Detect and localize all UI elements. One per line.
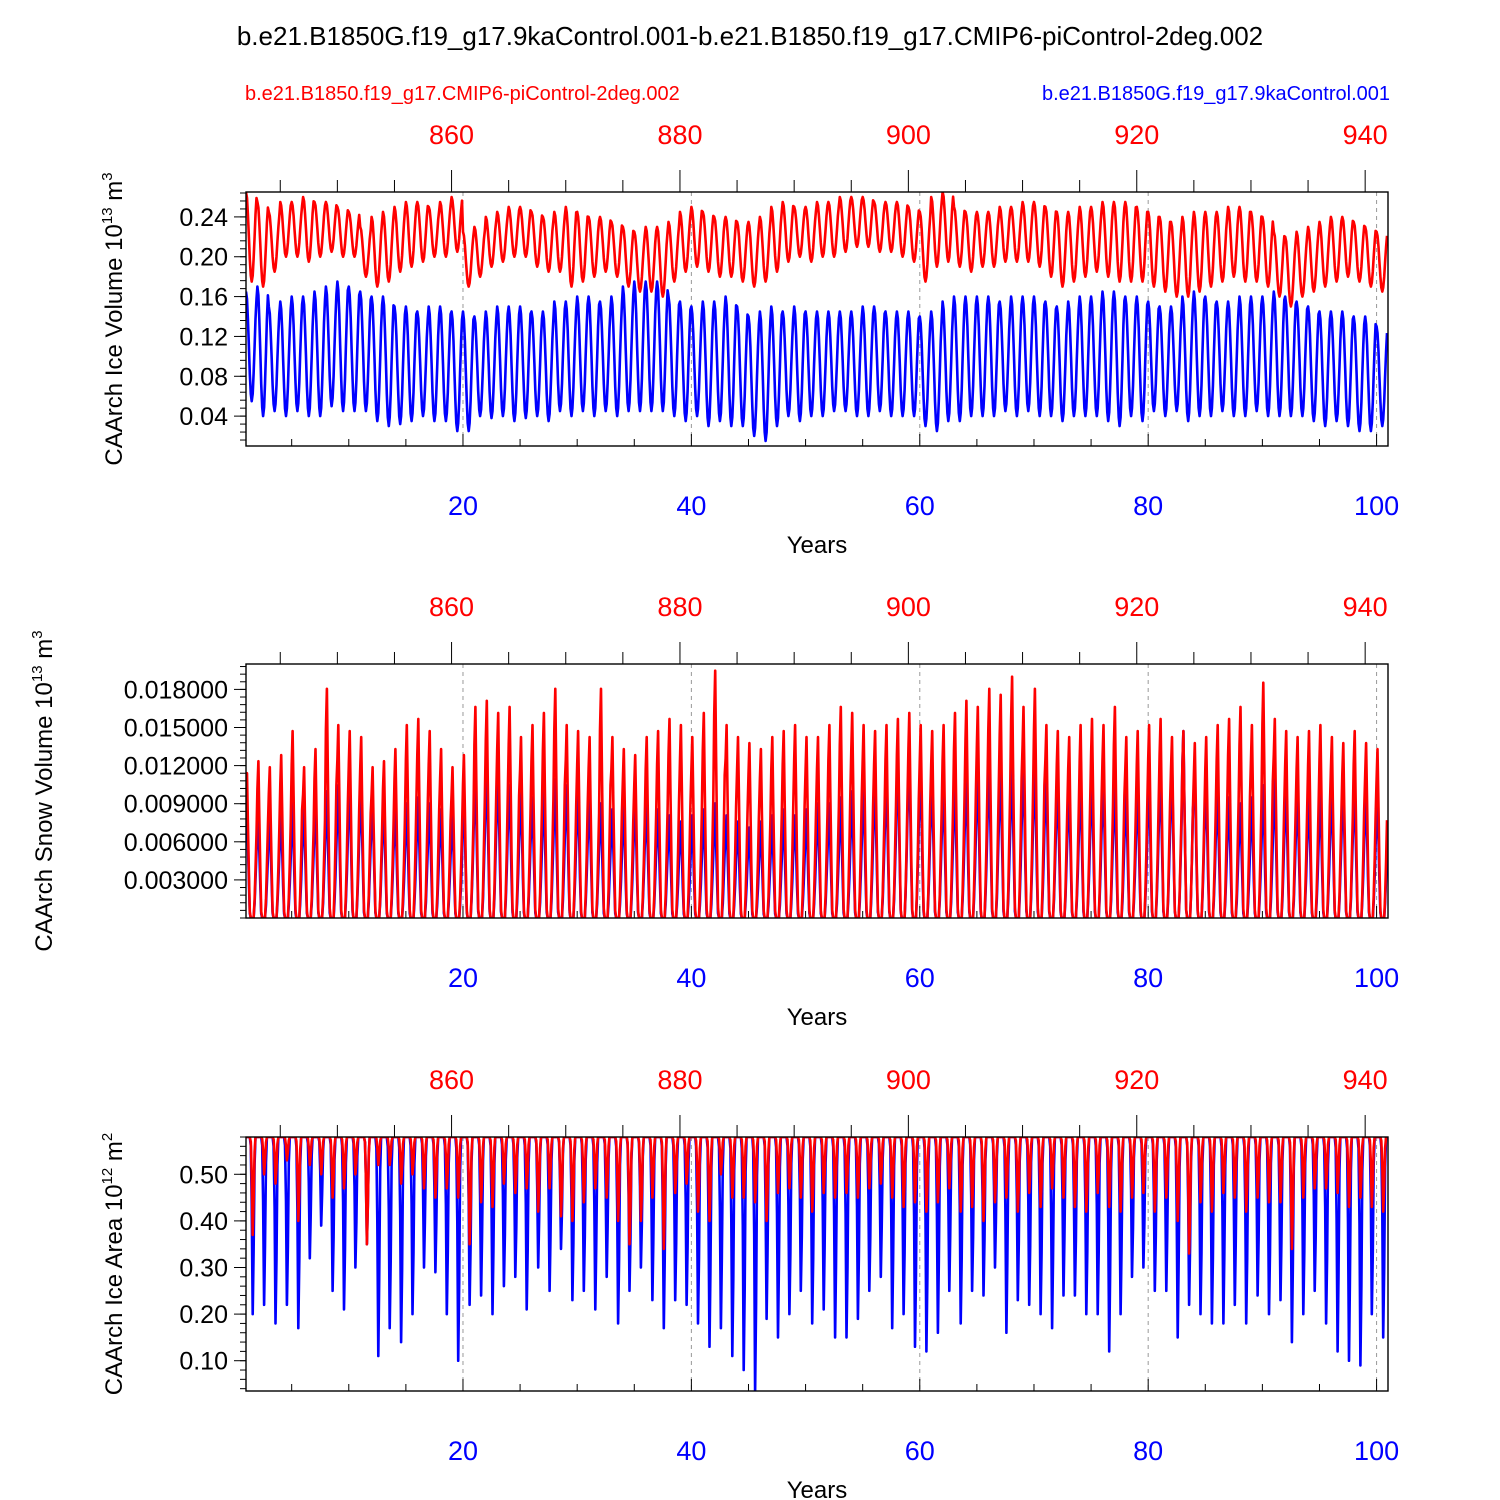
x-tick-label-top: 940 xyxy=(1343,1065,1388,1095)
y-tick-label: 0.12 xyxy=(179,323,228,351)
x-tick-label-top: 900 xyxy=(886,592,931,622)
x-tick-label-bottom: 80 xyxy=(1133,1436,1163,1466)
y-axis-label-unit-exp: 2 xyxy=(99,1133,116,1141)
chart-panels: 20 40 60 80 100 Years 860 880 900 920 940 0.04 0.08 0… xyxy=(29,120,1399,1500)
x-axis-label: Years xyxy=(787,1004,848,1031)
x-tick-label-top: 920 xyxy=(1114,120,1159,150)
y-tick-label: 0.04 xyxy=(179,403,228,431)
x-tick-label-bottom: 20 xyxy=(448,1436,478,1466)
x-tick-label-bottom: 60 xyxy=(905,491,935,521)
x-tick-label-bottom: 20 xyxy=(448,963,478,993)
x-tick-label-top: 940 xyxy=(1343,120,1388,150)
x-tick-label-bottom: 40 xyxy=(676,1436,706,1466)
plot-frame xyxy=(245,191,1389,447)
y-axis-label-unit-exp: 3 xyxy=(29,630,46,638)
y-axis-label-unit-exp: 3 xyxy=(99,172,116,180)
y-axis-label-exp: 13 xyxy=(29,665,46,682)
y-tick-label: 0.16 xyxy=(179,284,228,312)
y-axis-label-exp: 13 xyxy=(99,207,116,224)
x-tick-label-top: 860 xyxy=(429,592,474,622)
x-axis-label: Years xyxy=(787,532,848,559)
chart-panel-1: 20 40 60 80 100 Years 860 880 900 920 940 0.04 0.08 0… xyxy=(99,120,1399,559)
plot-frame xyxy=(245,1136,1389,1392)
x-tick-label-bottom: 100 xyxy=(1354,491,1399,521)
figure-title: b.e21.B1850G.f19_g17.9kaControl.001-b.e2… xyxy=(237,21,1263,51)
y-tick-label: 0.40 xyxy=(179,1208,228,1236)
y-axis-label: CAArch Ice Volume 1013 m3 xyxy=(99,172,128,465)
x-tick-label-bottom: 80 xyxy=(1133,491,1163,521)
x-tick-label-bottom: 100 xyxy=(1354,963,1399,993)
x-tick-label-bottom: 60 xyxy=(905,963,935,993)
y-tick-label: 0.015000 xyxy=(124,715,228,743)
x-tick-label-bottom: 40 xyxy=(676,491,706,521)
x-tick-label-top: 880 xyxy=(657,120,702,150)
series-line xyxy=(246,1137,1388,1255)
x-tick-label-top: 900 xyxy=(886,120,931,150)
x-tick-label-top: 880 xyxy=(657,1065,702,1095)
y-tick-label: 0.50 xyxy=(179,1161,228,1189)
series-line xyxy=(246,192,1388,308)
y-tick-label: 0.003000 xyxy=(124,867,228,895)
plot-frame xyxy=(245,663,1389,919)
x-tick-label-top: 860 xyxy=(429,120,474,150)
y-axis-label-unit: m xyxy=(101,181,128,208)
y-tick-label: 0.30 xyxy=(179,1254,228,1282)
y-axis-label: CAArch Ice Area 1012 m2 xyxy=(99,1133,128,1395)
x-tick-label-top: 880 xyxy=(657,592,702,622)
chart-panel-3: 20 40 60 80 100 Years 860 880 900 920 940 0.10 0.20 0… xyxy=(99,1065,1399,1500)
x-tick-label-top: 900 xyxy=(886,1065,931,1095)
x-tick-label-bottom: 40 xyxy=(676,963,706,993)
legend-ctrl-label: b.e21.B1850.f19_g17.CMIP6-piControl-2deg… xyxy=(245,83,680,105)
x-axis-label: Years xyxy=(787,1477,848,1500)
x-tick-label-bottom: 80 xyxy=(1133,963,1163,993)
x-tick-label-top: 920 xyxy=(1114,592,1159,622)
y-axis-label-text: CAArch Ice Volume 10 xyxy=(101,224,128,465)
x-tick-label-bottom: 20 xyxy=(448,491,478,521)
y-tick-label: 0.009000 xyxy=(124,791,228,819)
y-axis-label-text: CAArch Snow Volume 10 xyxy=(31,682,58,951)
y-tick-label: 0.012000 xyxy=(124,753,228,781)
y-tick-label: 0.10 xyxy=(179,1348,228,1376)
y-axis-label-text: CAArch Ice Area 10 xyxy=(101,1184,128,1395)
legend-case-label: b.e21.B1850G.f19_g17.9kaControl.001 xyxy=(1042,83,1390,105)
y-tick-label: 0.24 xyxy=(179,204,228,232)
series-line xyxy=(246,1137,1388,1391)
chart-panel-2: 20 40 60 80 100 Years 860 880 900 920 940 0.003000 0… xyxy=(29,592,1399,1031)
x-tick-label-top: 860 xyxy=(429,1065,474,1095)
series-line xyxy=(246,280,1388,443)
y-axis-label-unit: m xyxy=(101,1141,128,1168)
y-tick-label: 0.006000 xyxy=(124,829,228,857)
y-tick-label: 0.20 xyxy=(179,1301,228,1329)
y-axis-label: CAArch Snow Volume 1013 m3 xyxy=(29,630,58,951)
y-tick-label: 0.018000 xyxy=(124,676,228,704)
x-tick-label-top: 920 xyxy=(1114,1065,1159,1095)
x-tick-label-bottom: 60 xyxy=(905,1436,935,1466)
x-tick-label-top: 940 xyxy=(1343,592,1388,622)
x-tick-label-bottom: 100 xyxy=(1354,1436,1399,1466)
y-tick-label: 0.20 xyxy=(179,244,228,272)
y-axis-label-unit: m xyxy=(31,639,58,666)
series-line xyxy=(246,669,1388,918)
y-axis-label-exp: 12 xyxy=(99,1168,116,1185)
y-tick-label: 0.08 xyxy=(179,363,228,391)
